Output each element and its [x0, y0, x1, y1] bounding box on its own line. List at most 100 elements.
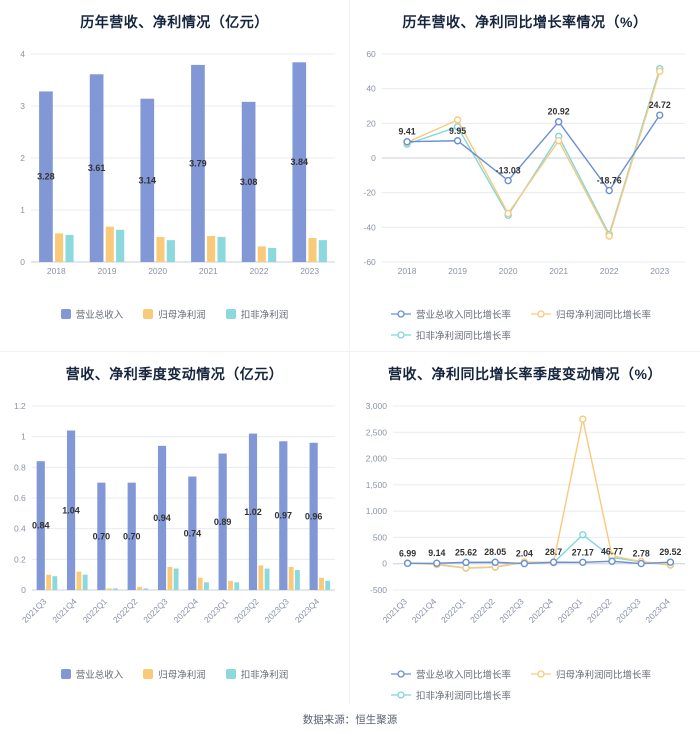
svg-text:2022Q1: 2022Q1 [80, 596, 109, 625]
svg-text:0.2: 0.2 [13, 554, 25, 564]
svg-text:0.97: 0.97 [274, 511, 292, 521]
legend-line-marker-icon [531, 670, 552, 678]
svg-text:-18.76: -18.76 [597, 176, 622, 186]
annual-revenue-profit-svg: 0 1 2 3 4 2018 2019 2020 2021 2022 2023 3.28 3.61 3.1… [20, 49, 335, 276]
svg-text:25.62: 25.62 [455, 547, 477, 557]
svg-text:0.89: 0.89 [213, 517, 231, 527]
svg-text:2019: 2019 [448, 266, 467, 276]
svg-text:2023Q1: 2023Q1 [556, 596, 585, 625]
legend-line-marker-icon [531, 310, 552, 318]
legend-swatch-icon [60, 309, 71, 319]
svg-text:2020: 2020 [499, 266, 518, 276]
quarterly-growth-chart: -500 0 500 1,000 1,500 2,000 2,500 3,000 2021Q3 2… [357, 390, 693, 653]
svg-text:2022Q3: 2022Q3 [141, 596, 170, 625]
series-net-profit-growth [403, 67, 664, 240]
svg-text:27.17: 27.17 [572, 547, 594, 557]
series-net-profit [45, 565, 324, 590]
svg-text:2023: 2023 [650, 266, 669, 276]
legend-label: 扣非净利润同比增长率 [416, 691, 512, 702]
svg-text:-20: -20 [364, 188, 377, 198]
legend-swatch-icon [143, 309, 154, 319]
legend-label: 归母净利润 [158, 310, 206, 321]
svg-text:0: 0 [371, 153, 376, 163]
annual-growth-chart: -60 -40 -20 0 20 40 60 2018 2019 2020 2021 2022 2023… [357, 38, 693, 293]
svg-text:0: 0 [382, 559, 387, 569]
svg-text:2,500: 2,500 [366, 427, 388, 437]
svg-text:2022Q3: 2022Q3 [497, 596, 526, 625]
svg-text:2022: 2022 [600, 266, 619, 276]
quarterly-growth-title: 营收、净利同比增长率季度变动情况（%） [388, 366, 662, 382]
legend-item-revenue: 营业总收入 [60, 307, 124, 321]
legend-label: 扣非净利润 [240, 670, 289, 681]
svg-text:3.28: 3.28 [37, 172, 55, 182]
svg-text:0.96: 0.96 [304, 511, 322, 521]
legend-label: 营业总收入同比增长率 [416, 310, 512, 321]
svg-text:-60: -60 [364, 257, 377, 267]
svg-text:2022Q4: 2022Q4 [527, 596, 556, 625]
svg-text:2023: 2023 [300, 266, 319, 276]
svg-text:9.41: 9.41 [399, 127, 416, 137]
legend-swatch-icon [60, 669, 71, 679]
svg-text:2018: 2018 [46, 266, 65, 276]
svg-text:0.4: 0.4 [13, 524, 25, 534]
legend-label: 扣非净利润 [240, 310, 289, 321]
svg-text:29.52: 29.52 [659, 547, 681, 557]
svg-text:2021Q3: 2021Q3 [381, 596, 410, 625]
svg-text:28.05: 28.05 [484, 547, 506, 557]
annual-growth-legend: 营业总收入同比增长率 归母净利润同比增长率扣非净利润同比增长率 [391, 307, 659, 342]
annual-revenue-profit-chart: 0 1 2 3 4 2018 2019 2020 2021 2022 2023 3.28 3.61 3.1… [7, 38, 343, 293]
x-axis-labels: 2021Q3 2021Q4 2022Q1 2022Q2 2022Q3 2022Q4 2023… [381, 596, 672, 625]
svg-text:3.79: 3.79 [189, 158, 207, 168]
svg-text:2: 2 [20, 153, 25, 163]
value-labels: 6.99 9.14 25.62 28.05 2.04 28.7 27.17 46.77 2.78… [399, 546, 681, 558]
data-source-note: 数据来源：恒生聚源 [302, 714, 398, 726]
legend-line-marker-icon [391, 310, 411, 318]
svg-text:2022Q4: 2022Q4 [171, 596, 200, 625]
legend-item-net-profit: 归母净利润 [143, 667, 206, 681]
svg-text:0: 0 [20, 257, 25, 267]
svg-text:1: 1 [21, 432, 26, 442]
svg-text:3: 3 [20, 101, 25, 111]
svg-text:2019: 2019 [97, 266, 116, 276]
svg-text:9.14: 9.14 [428, 548, 445, 558]
legend-line-marker-icon [391, 670, 411, 678]
svg-text:0.84: 0.84 [31, 521, 49, 531]
svg-text:500: 500 [373, 532, 387, 542]
svg-text:2022Q2: 2022Q2 [468, 596, 497, 625]
legend-label: 归母净利润同比增长率 [556, 670, 652, 681]
series-non-gaap-profit [51, 568, 330, 590]
svg-text:1.04: 1.04 [62, 505, 80, 515]
svg-text:2021Q4: 2021Q4 [410, 596, 439, 625]
series-revenue-growth [403, 111, 664, 195]
legend-item-net-profit-growth: 归母净利润同比增长率 [531, 667, 651, 681]
legend-item-revenue-growth: 营业总收入同比增长率 [391, 667, 511, 681]
svg-text:9.95: 9.95 [449, 126, 466, 136]
legend-label: 营业总收入 [75, 310, 124, 321]
svg-text:2022Q2: 2022Q2 [110, 596, 139, 625]
legend-item-net-profit-growth: 归母净利润同比增长率 [531, 307, 651, 321]
legend-item-revenue: 营业总收入 [60, 667, 123, 681]
svg-text:2021Q3: 2021Q3 [19, 596, 48, 625]
legend-item-non-gaap-growth: 扣非净利润同比增长率 [391, 328, 511, 342]
panel-annual-bar: 历年营收、净利情况（亿元） 0 1 2 3 4 2018 2019 2020 2021 2022 2… [0, 0, 350, 352]
panel-quarterly-bar: 营收、净利季度变动情况（亿元） 0 0.2 0.4 0.6 0.8 1 1.2 2021Q3 2… [0, 352, 350, 704]
svg-text:24.72: 24.72 [649, 100, 671, 110]
annual-growth-title: 历年营收、净利同比增长率情况（%） [402, 14, 648, 30]
legend-label: 营业总收入同比增长率 [416, 670, 512, 681]
svg-text:2023Q4: 2023Q4 [292, 596, 321, 625]
svg-text:1: 1 [20, 205, 25, 215]
svg-text:20.92: 20.92 [548, 107, 570, 117]
svg-text:2021Q4: 2021Q4 [50, 596, 79, 625]
svg-text:2021: 2021 [198, 266, 217, 276]
svg-text:2.04: 2.04 [516, 549, 533, 559]
svg-text:2023Q3: 2023Q3 [262, 596, 291, 625]
svg-text:2023Q2: 2023Q2 [585, 596, 614, 625]
quarterly-bar-legend: 营业总收入 归母净利润 扣非净利润 [0, 667, 349, 681]
svg-text:3.61: 3.61 [87, 163, 105, 173]
quarterly-bar-title: 营收、净利季度变动情况（亿元） [65, 366, 284, 382]
svg-text:40: 40 [366, 84, 376, 94]
legend-swatch-icon [143, 669, 154, 679]
svg-text:3.84: 3.84 [290, 157, 308, 167]
value-labels: 9.41 9.95 -13.03 20.92 -18.76 24.72 [399, 100, 671, 185]
svg-text:1,000: 1,000 [366, 506, 388, 516]
